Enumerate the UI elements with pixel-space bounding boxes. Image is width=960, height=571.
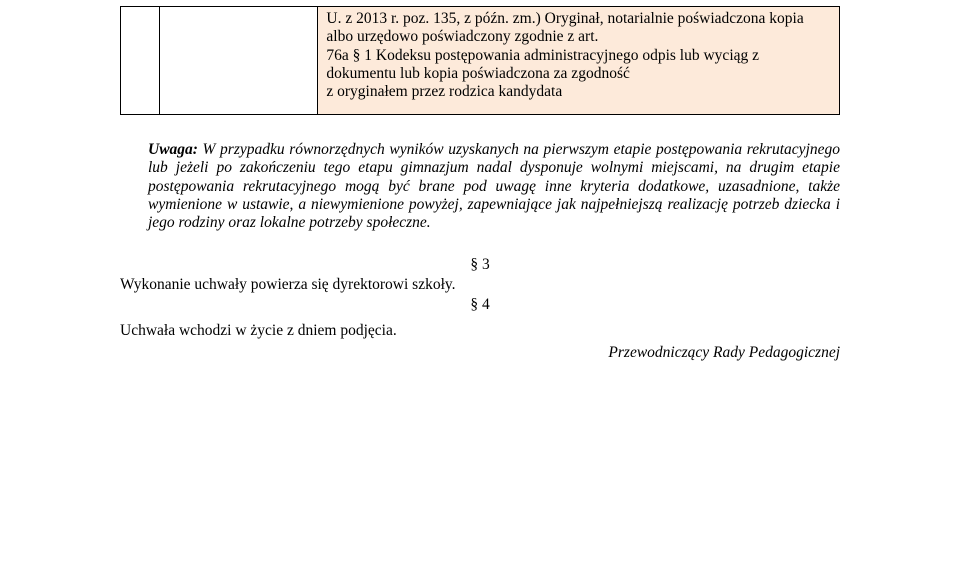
signature-line: Przewodniczący Rady Pedagogicznej xyxy=(120,344,840,362)
section-4-text: Uchwała wchodzi w życie z dniem podjęcia… xyxy=(120,322,840,340)
table-cell-empty-1 xyxy=(160,7,318,115)
section-3-text: Wykonanie uchwały powierza się dyrektoro… xyxy=(120,276,840,294)
table-text-line-2: 76a § 1 Kodeksu postępowania administrac… xyxy=(326,47,831,84)
note-body: W przypadku równorzędnych wyników uzyska… xyxy=(148,141,840,231)
table-text-line-1: U. z 2013 r. poz. 135, z późn. zm.) Oryg… xyxy=(326,10,831,47)
note-prefix: Uwaga: xyxy=(148,141,198,158)
table-text-line-3: z oryginałem przez rodzica kandydata xyxy=(326,83,831,101)
document-table: U. z 2013 r. poz. 135, z późn. zm.) Oryg… xyxy=(120,6,840,115)
table-cell-content: U. z 2013 r. poz. 135, z późn. zm.) Oryg… xyxy=(318,7,840,115)
section-3-number: § 3 xyxy=(120,256,840,274)
note-paragraph: Uwaga: W przypadku równorzędnych wyników… xyxy=(120,141,840,232)
section-4-number: § 4 xyxy=(120,296,840,314)
table-cell-empty-0 xyxy=(121,7,160,115)
